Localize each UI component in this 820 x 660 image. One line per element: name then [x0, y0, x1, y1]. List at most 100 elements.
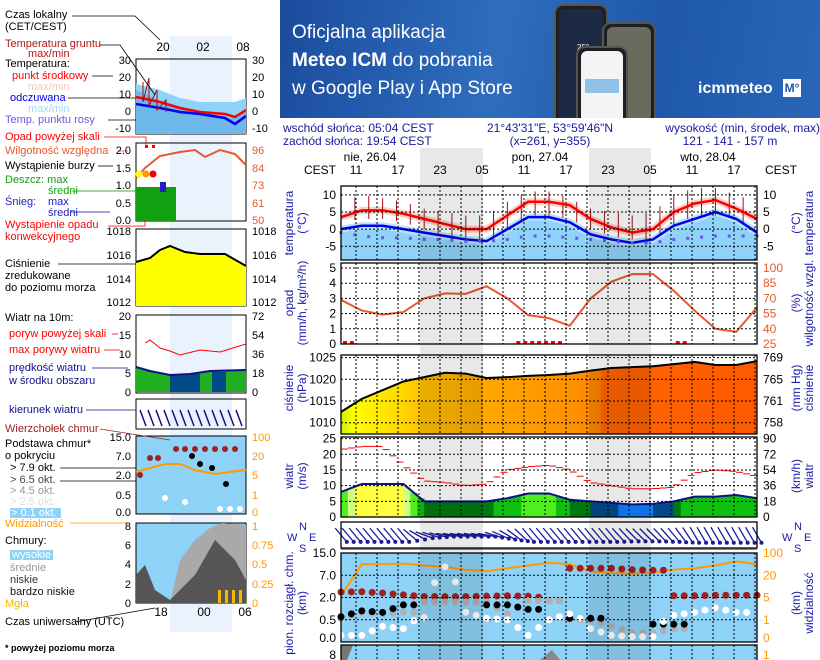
cloud-base-79-dot: [587, 614, 595, 622]
axis-tick-label: 0: [329, 222, 336, 236]
wind-direction-arrowhead: [372, 539, 377, 544]
cloud-top-dot: [711, 591, 719, 599]
axis-tick-label: 4: [329, 276, 336, 290]
wind-direction-arrow: [598, 527, 611, 543]
day-label: wto, 28.04: [679, 150, 736, 164]
hour-label: 05: [475, 163, 489, 177]
wind-direction-arrowhead: [472, 534, 477, 539]
cloud-top-dot: [722, 591, 730, 599]
wind-direction-arrowhead: [552, 539, 557, 544]
axis-tick-label: 0: [329, 510, 336, 524]
cloud-base-01-dot: [524, 631, 532, 639]
cloud-top-dot: [410, 592, 418, 600]
axis-title-left: temperatura: [282, 190, 296, 255]
axis-tick-label: 15: [323, 463, 337, 477]
wind-speed-fill: [410, 492, 418, 517]
wind-direction-arrowhead: [538, 539, 543, 544]
legend-wind-10m: Wiatr na 10m:: [5, 312, 74, 324]
wind-speed-fill: [535, 493, 543, 517]
legend-tick-label: -10: [252, 123, 268, 135]
axis-title-right: (°C): [789, 212, 803, 233]
wind-direction-arrowhead: [493, 534, 498, 539]
panel-cov-background: [341, 645, 757, 660]
wind-speed-fill: [590, 501, 599, 517]
wind-direction-arrow: [542, 527, 556, 543]
cloud-base-01-dot: [358, 631, 366, 639]
legend-tick-label: 96: [252, 145, 264, 157]
wind-speed-fill: [465, 501, 474, 517]
wind-direction-arrow: [618, 528, 632, 542]
wind-speed-fill: [687, 497, 696, 517]
cloud-top-dot: [503, 592, 511, 600]
legend-tick-label: 0.5: [116, 490, 131, 502]
cloud-base-79-dot: [410, 601, 418, 609]
wind-direction-arrowhead: [545, 539, 550, 544]
dew-point-dot: [672, 237, 676, 241]
wind-speed-fill: [375, 484, 384, 517]
wind-speed-fill: [569, 500, 578, 517]
cloud-base-79-dot: [576, 614, 584, 622]
wind-direction-arrow: [689, 526, 700, 544]
banner-line-3: w Google Play i App Store: [292, 78, 513, 99]
legend-okt-01: > 0.1 okt.: [10, 508, 61, 519]
hour-label: 23: [433, 163, 447, 177]
banner-line-2: Meteo ICM do pobrania: [292, 50, 493, 72]
legend-tick-label: 1018: [252, 226, 276, 238]
legend-tick-label: 0.5: [116, 198, 131, 210]
axis-title-right: wiatr: [802, 463, 816, 489]
legend-cloudbase-panel: [135, 435, 247, 515]
cloud-base-45-dot: [472, 598, 480, 606]
legend-tick-label: 0: [252, 387, 258, 399]
wind-speed-fill: [396, 484, 404, 517]
cloud-base-45-dot: [503, 610, 511, 618]
compass-n: N: [794, 521, 802, 533]
wind-direction-arrowhead: [670, 539, 675, 544]
cloud-base-79-dot: [514, 603, 522, 611]
cloud-base-01-dot: [597, 628, 605, 636]
axis-tick-label: -5: [763, 239, 774, 253]
legend-snow-avg: średni: [48, 207, 78, 219]
legend-pressure-3: do poziomu morza: [5, 282, 96, 294]
wind-direction-arrow: [710, 526, 721, 544]
wind-direction-arrowhead: [379, 539, 384, 544]
legend-local-hour: 20: [156, 40, 170, 54]
cloud-top-dot: [691, 592, 699, 600]
wind-speed-fill: [417, 498, 425, 517]
cloud-base-45-dot: [420, 598, 428, 606]
cloud-top-dot: [701, 591, 709, 599]
dew-point-dot: [353, 233, 357, 237]
cloud-base-01-dot: [535, 624, 543, 632]
wind-speed-fill: [403, 486, 411, 517]
cloud-top-dot: [566, 564, 574, 572]
axis-title-left: opad: [282, 290, 296, 317]
axis-tick-label: 100: [763, 261, 783, 275]
cloud-base-45-dot: [680, 625, 688, 633]
cloud-base-01-dot: [347, 631, 355, 639]
axis-tick-label: 5: [329, 261, 336, 275]
wind-direction-arrowhead: [594, 539, 599, 544]
legend-precip-panel: [135, 142, 247, 222]
wind-direction-arrowhead: [531, 539, 536, 544]
legend-utc: Czas uniwersalny (UTC): [5, 616, 125, 628]
compass-e: E: [804, 532, 811, 544]
legend-tick-label: 61: [252, 198, 264, 210]
compass-w: W: [287, 532, 298, 544]
wind-speed-fill: [743, 496, 751, 517]
axis-title-left: (°C): [295, 212, 309, 233]
wind-speed-fill: [368, 484, 377, 517]
wind-direction-arrow: [499, 529, 516, 541]
legend-footnote: * powyżej poziomu morza: [5, 643, 115, 653]
axis-title-left: (km): [295, 591, 309, 615]
panel-pres-background: [341, 355, 757, 434]
cloud-top-dot: [587, 564, 595, 572]
timezone-label-right: CEST: [765, 163, 798, 177]
cloud-base-45-dot: [379, 610, 387, 618]
compass-n: N: [299, 521, 307, 533]
legend-gust-max: max porywy wiatru: [9, 344, 101, 356]
cloud-base-01-dot: [670, 611, 678, 619]
app-promo-banner[interactable]: Oficjalna aplikacja Meteo ICM do pobrani…: [280, 0, 820, 118]
legend-ground-temp: Temperatura gruntu: [5, 38, 101, 50]
wind-direction-arrow: [506, 529, 522, 541]
cloud-base-45-dot: [368, 609, 376, 617]
legend-tick-label: 1.0: [116, 180, 131, 192]
